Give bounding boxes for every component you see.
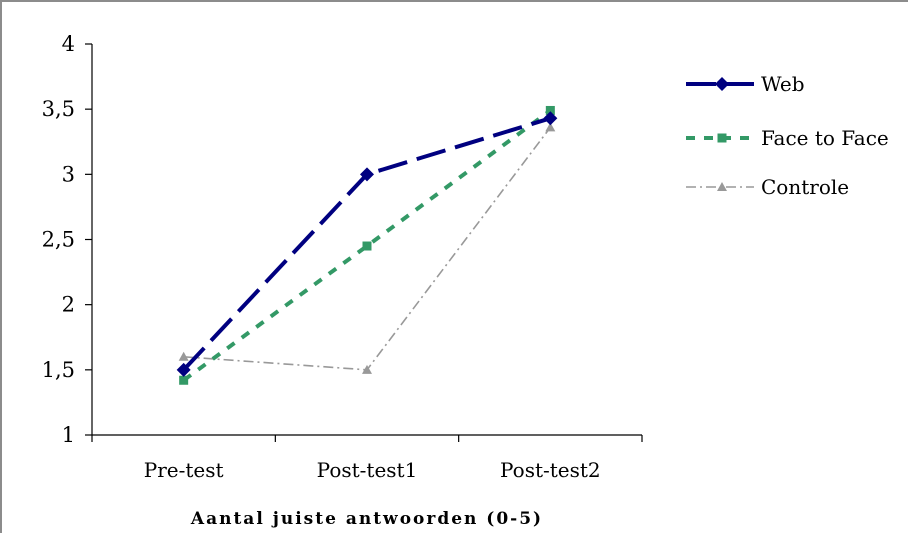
data-point — [545, 122, 556, 132]
legend-label: Web — [761, 72, 805, 96]
y-tick-label: 1 — [62, 423, 75, 447]
legend: Web Face to Face Controle — [686, 72, 889, 199]
legend-swatch-marker — [717, 133, 727, 143]
legend-item-web: Web — [686, 72, 805, 96]
legend-label: Controle — [761, 175, 849, 199]
series-controle — [178, 122, 556, 374]
y-tick-label: 3,5 — [42, 97, 75, 121]
series-layer — [176, 105, 558, 385]
legend-item-controle: Controle — [686, 175, 849, 199]
data-point — [362, 364, 372, 374]
data-point — [176, 362, 191, 377]
legend-item-face-to-face: Face to Face — [686, 126, 889, 150]
series-face-to-face — [179, 105, 555, 385]
series-line — [182, 108, 552, 382]
legend-swatch-marker — [715, 77, 729, 91]
legend-label: Face to Face — [761, 126, 889, 150]
data-point — [178, 351, 189, 361]
data-point — [362, 241, 372, 251]
series-web — [176, 111, 558, 377]
y-tick-label: 4 — [62, 32, 75, 56]
legend-swatch-marker — [717, 182, 727, 191]
y-tick-label: 3 — [62, 162, 75, 186]
x-axis-label: Aantal juiste antwoorden (0-5) — [190, 509, 543, 529]
y-tick-label: 2 — [62, 293, 75, 317]
x-tick-label: Pre-test — [144, 458, 224, 482]
data-point — [179, 375, 189, 385]
x-tick-label: Post-test1 — [317, 458, 418, 482]
x-tick-label: Post-test2 — [500, 458, 601, 482]
data-point — [360, 167, 374, 182]
y-tick-label: 1,5 — [42, 358, 75, 382]
data-point — [545, 105, 555, 115]
y-tick-label: 2,5 — [42, 228, 75, 252]
data-point — [543, 111, 558, 126]
axes: 1 1,5 2 2,5 3 3,5 4 Pre-test Post-test1 Post-test… — [42, 32, 643, 482]
